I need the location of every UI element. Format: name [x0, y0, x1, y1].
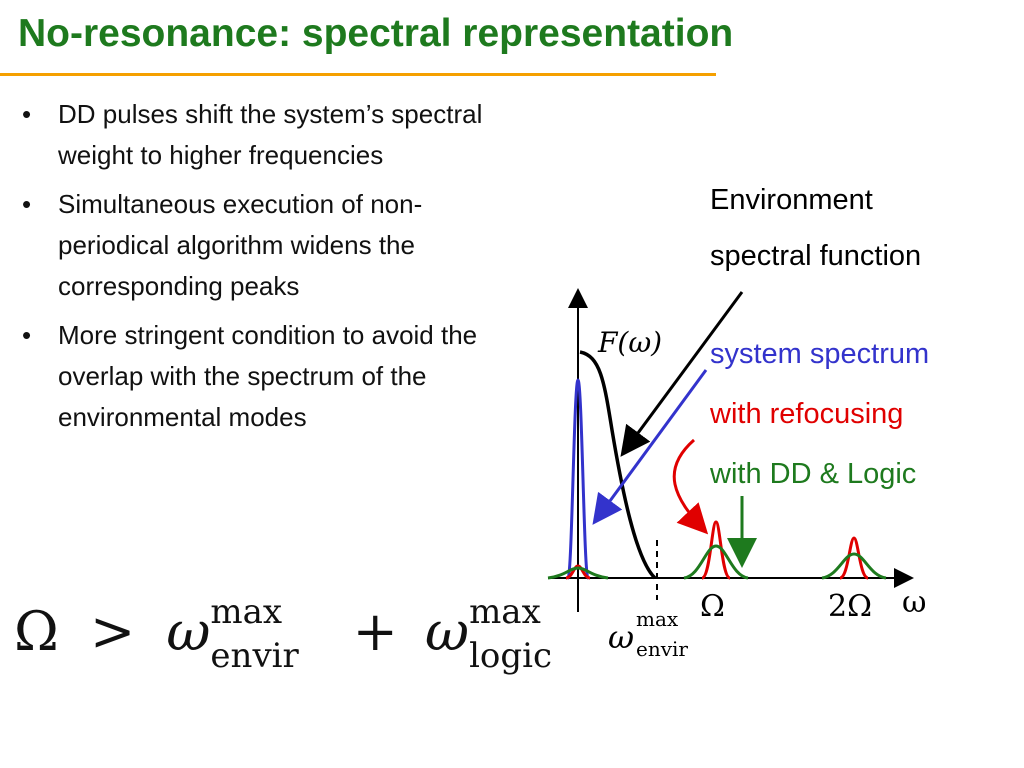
system-peak-blue — [566, 378, 590, 580]
f-omega-label: F(ω) — [597, 326, 662, 359]
title-underline — [0, 73, 716, 76]
formula-term1-sub: envir — [210, 636, 299, 676]
env-label-line2: spectral function — [710, 240, 922, 272]
formula-term2-sub: logic — [469, 636, 553, 676]
system-arrow — [592, 369, 708, 525]
slide-title: No-resonance: spectral representation — [18, 12, 734, 55]
bullet-dot: • — [22, 320, 32, 350]
formula-omega2: ω — [425, 600, 470, 663]
two-omega-peak-green — [821, 552, 887, 580]
env-spectral-curve — [579, 350, 657, 580]
envir-max-omega: ω — [608, 618, 634, 656]
x-axis-omega-label: ω — [902, 585, 926, 620]
bullet-list: • DD pulses shift the system’s spectral … — [18, 94, 498, 446]
formula-omega-cap: Ω — [14, 600, 59, 663]
formula-term1-sup: max — [210, 592, 283, 632]
bullet-text: More stringent condition to avoid the ov… — [58, 320, 478, 432]
two-omega-peak-red — [839, 536, 869, 580]
no-resonance-condition: Ω > ω max envir + ω max logic — [14, 592, 584, 676]
central-peak-red — [565, 564, 591, 580]
tick-omega: Ω — [700, 589, 725, 624]
omega-peak-green — [683, 544, 749, 580]
bullet-item: • DD pulses shift the system’s spectral … — [18, 94, 498, 176]
omega-peak-red — [700, 520, 732, 580]
envir-max-sub: envir — [636, 637, 688, 661]
bullet-dot: • — [22, 99, 32, 129]
system-spectrum-label: system spectrum — [710, 338, 930, 370]
env-label-line1: Environment — [710, 184, 873, 216]
formula-term2-sup: max — [469, 592, 541, 632]
envir-max-sup: max — [636, 607, 679, 631]
bullet-dot: • — [22, 189, 32, 219]
bullet-item: • Simultaneous execution of non-periodic… — [18, 184, 498, 307]
formula-plus: + — [352, 600, 398, 663]
refocus-arrow — [672, 438, 709, 535]
dd-logic-label: with DD & Logic — [710, 458, 917, 490]
refocusing-label: with refocusing — [710, 398, 904, 430]
formula-omega1: ω — [166, 600, 211, 663]
tick-two-omega: 2Ω — [828, 589, 872, 624]
bullet-text: Simultaneous execution of non-periodical… — [58, 189, 423, 301]
bullet-item: • More stringent condition to avoid the … — [18, 315, 498, 438]
central-peak-green — [547, 566, 609, 580]
formula-term2-scripts: max logic — [469, 592, 584, 676]
bullet-text: DD pulses shift the system’s spectral we… — [58, 99, 483, 170]
formula-greater: > — [89, 600, 136, 663]
env-arrow — [620, 291, 744, 457]
formula-term1-scripts: max envir — [210, 592, 325, 676]
